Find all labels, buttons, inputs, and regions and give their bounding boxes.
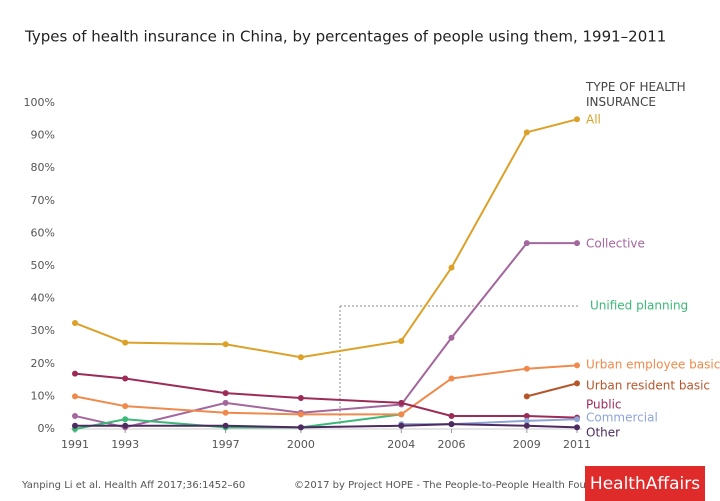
series-label: All	[586, 113, 601, 127]
point	[122, 339, 129, 346]
series-line	[74, 118, 578, 359]
series-line	[401, 418, 578, 426]
source: Yanping Li et al. Health Aff 2017;36:145…	[21, 480, 245, 491]
point	[398, 399, 405, 406]
x-tick-label: 1991	[61, 438, 89, 451]
point	[222, 409, 229, 416]
point	[448, 412, 455, 419]
y-tick-label: 10%	[31, 389, 55, 402]
series-line	[526, 382, 578, 398]
point	[523, 365, 530, 372]
point	[222, 399, 229, 406]
point	[574, 424, 580, 431]
y-tick-label: 0%	[38, 422, 55, 435]
point	[574, 116, 580, 123]
point	[222, 390, 229, 397]
x-tick-label: 2004	[387, 438, 415, 451]
series-label: Unified planning	[590, 299, 688, 313]
series-label: Public	[586, 398, 622, 412]
y-tick-label: 40%	[31, 292, 55, 305]
point	[523, 417, 530, 424]
series-label: Commercial	[586, 411, 658, 425]
point	[72, 320, 78, 327]
point	[523, 422, 530, 429]
point	[72, 422, 78, 429]
point	[523, 129, 530, 136]
point	[297, 424, 304, 431]
series-line	[74, 242, 577, 429]
point	[297, 354, 304, 361]
series-label: Other	[586, 426, 620, 440]
series-label: Urban employee basic	[586, 358, 720, 372]
point	[122, 375, 129, 382]
y-tick-label: 90%	[31, 129, 55, 142]
point	[222, 341, 229, 348]
x-tick-label: 2011	[563, 438, 591, 451]
x-tick-label: 1997	[212, 438, 240, 451]
chart-title: Types of health insurance in China, by p…	[24, 28, 666, 46]
point	[448, 264, 455, 271]
legend-title: TYPE OF HEALTH INSURANCE	[586, 80, 686, 109]
y-tick-label: 100%	[24, 96, 55, 109]
point	[297, 395, 304, 402]
point	[398, 337, 405, 344]
point	[574, 240, 580, 247]
x-tick-label: 2009	[513, 438, 541, 451]
series-line	[74, 364, 578, 416]
series-label: Urban resident basic	[586, 379, 710, 393]
point	[297, 411, 304, 418]
point	[72, 370, 78, 377]
y-tick-label: 30%	[31, 324, 55, 337]
y-tick-label: 20%	[31, 357, 55, 370]
point	[122, 403, 129, 410]
y-tick-label: 50%	[31, 259, 55, 272]
x-tick-label: 2000	[287, 438, 315, 451]
point	[523, 393, 530, 400]
point	[574, 362, 580, 369]
point	[448, 334, 455, 341]
point	[222, 422, 229, 429]
point	[574, 380, 580, 387]
x-tick-label: 1993	[111, 438, 139, 451]
logo-box	[585, 466, 705, 501]
x-tick-label: 2006	[438, 438, 466, 451]
point	[523, 240, 530, 247]
point	[448, 375, 455, 382]
point	[448, 421, 455, 428]
point	[523, 412, 530, 419]
copyright: ©2017 by Project HOPE - The People-to-Pe…	[294, 480, 648, 491]
y-tick-label: 60%	[31, 226, 55, 239]
series-label: Collective	[586, 237, 645, 251]
y-tick-label: 70%	[31, 194, 55, 207]
point	[574, 416, 580, 423]
point	[72, 393, 78, 400]
series-line	[75, 423, 578, 429]
point	[122, 416, 129, 423]
point	[72, 412, 78, 419]
logo: HealthAffairs	[590, 474, 700, 494]
point	[122, 422, 129, 429]
series-line	[74, 372, 578, 419]
point	[398, 422, 405, 429]
point	[398, 411, 405, 418]
y-tick-label: 80%	[31, 161, 55, 174]
